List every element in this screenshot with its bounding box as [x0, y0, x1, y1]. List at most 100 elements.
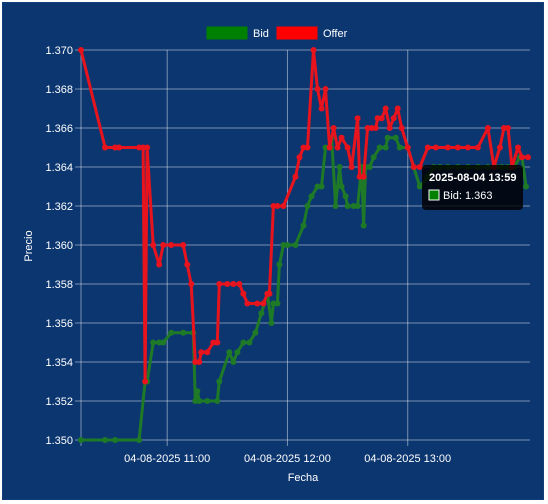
legend-swatch-bid[interactable]: [206, 26, 248, 40]
data-point-bid[interactable]: [136, 437, 143, 443]
data-point-offer[interactable]: [236, 281, 243, 287]
data-point-offer[interactable]: [260, 300, 267, 307]
data-point-offer[interactable]: [444, 144, 451, 151]
data-point-bid[interactable]: [366, 164, 373, 170]
data-point-bid[interactable]: [336, 164, 343, 170]
legend[interactable]: Bid Offer: [206, 26, 348, 40]
data-point-bid[interactable]: [416, 183, 423, 190]
data-point-offer[interactable]: [410, 164, 417, 170]
data-point-bid[interactable]: [230, 359, 237, 365]
data-point-offer[interactable]: [224, 281, 231, 287]
data-point-offer[interactable]: [150, 242, 157, 248]
data-point-offer[interactable]: [360, 173, 367, 180]
data-point-offer[interactable]: [518, 154, 525, 161]
data-point-bid[interactable]: [204, 398, 211, 404]
data-point-bid[interactable]: [78, 437, 84, 443]
data-point-bid[interactable]: [226, 349, 233, 356]
data-point-bid[interactable]: [216, 378, 223, 385]
data-point-offer[interactable]: [184, 261, 191, 268]
data-point-bid[interactable]: [268, 320, 275, 326]
legend-swatch-offer[interactable]: [276, 26, 318, 40]
data-point-offer[interactable]: [102, 144, 109, 151]
legend-label-bid[interactable]: Bid: [253, 28, 269, 40]
data-point-offer[interactable]: [398, 125, 405, 131]
data-point-offer[interactable]: [474, 144, 481, 151]
data-point-offer[interactable]: [326, 144, 333, 151]
data-point-bid[interactable]: [338, 183, 345, 190]
data-point-bid[interactable]: [196, 398, 203, 404]
data-point-offer[interactable]: [254, 300, 261, 307]
data-point-bid[interactable]: [194, 388, 201, 395]
data-point-bid[interactable]: [318, 183, 325, 190]
data-point-offer[interactable]: [372, 125, 379, 131]
data-point-bid[interactable]: [360, 222, 367, 229]
data-point-bid[interactable]: [370, 154, 377, 161]
data-point-offer[interactable]: [504, 125, 511, 131]
data-point-bid[interactable]: [112, 437, 119, 443]
data-point-offer[interactable]: [230, 281, 237, 287]
data-point-offer[interactable]: [348, 164, 355, 170]
data-point-offer[interactable]: [394, 105, 401, 112]
data-point-bid[interactable]: [252, 329, 259, 336]
data-point-offer[interactable]: [354, 115, 361, 122]
data-point-bid[interactable]: [292, 242, 299, 248]
data-point-offer[interactable]: [322, 86, 329, 92]
data-point-offer[interactable]: [214, 339, 221, 346]
data-point-offer[interactable]: [296, 154, 303, 161]
data-point-offer[interactable]: [244, 300, 251, 307]
data-point-offer[interactable]: [240, 290, 247, 297]
data-point-offer[interactable]: [454, 144, 461, 151]
legend-label-offer[interactable]: Offer: [323, 28, 348, 40]
data-point-bid[interactable]: [214, 398, 221, 404]
data-point-bid[interactable]: [274, 300, 281, 307]
data-point-offer[interactable]: [314, 86, 321, 92]
data-point-bid[interactable]: [240, 339, 247, 346]
data-point-bid[interactable]: [284, 242, 291, 248]
data-point-offer[interactable]: [334, 144, 341, 151]
data-point-bid[interactable]: [392, 134, 399, 141]
data-point-offer[interactable]: [390, 115, 397, 122]
data-point-bid[interactable]: [342, 193, 349, 200]
data-point-offer[interactable]: [304, 144, 311, 151]
data-point-offer[interactable]: [464, 144, 471, 151]
data-point-offer[interactable]: [142, 378, 149, 385]
data-point-bid[interactable]: [396, 144, 403, 151]
data-point-bid[interactable]: [276, 261, 283, 268]
data-point-offer[interactable]: [292, 173, 299, 180]
data-point-offer[interactable]: [382, 105, 389, 112]
data-point-offer[interactable]: [216, 281, 223, 287]
data-point-offer[interactable]: [378, 115, 385, 122]
data-point-offer[interactable]: [144, 144, 151, 151]
data-point-offer[interactable]: [524, 154, 531, 161]
data-point-offer[interactable]: [188, 281, 195, 287]
data-point-offer[interactable]: [180, 242, 187, 248]
data-point-offer[interactable]: [318, 105, 325, 112]
data-point-bid[interactable]: [102, 437, 109, 443]
data-point-bid[interactable]: [258, 310, 265, 317]
data-point-bid[interactable]: [234, 349, 241, 356]
data-point-offer[interactable]: [330, 125, 337, 131]
data-point-offer[interactable]: [496, 144, 503, 151]
data-point-offer[interactable]: [198, 349, 205, 356]
data-point-offer[interactable]: [310, 47, 317, 53]
data-point-bid[interactable]: [246, 339, 253, 346]
data-point-offer[interactable]: [156, 261, 163, 268]
data-point-bid[interactable]: [522, 183, 529, 190]
data-point-offer[interactable]: [204, 349, 211, 356]
data-point-offer[interactable]: [484, 125, 491, 131]
data-point-bid[interactable]: [150, 339, 157, 346]
data-point-offer[interactable]: [78, 47, 84, 53]
data-point-bid[interactable]: [180, 329, 187, 336]
data-point-bid[interactable]: [344, 203, 351, 209]
data-point-offer[interactable]: [416, 164, 423, 170]
data-point-offer[interactable]: [280, 203, 287, 209]
data-point-bid[interactable]: [384, 134, 391, 141]
data-point-offer[interactable]: [432, 144, 439, 151]
data-point-bid[interactable]: [354, 203, 361, 209]
data-point-offer[interactable]: [168, 242, 175, 248]
data-point-bid[interactable]: [376, 144, 383, 151]
data-point-offer[interactable]: [344, 144, 351, 151]
data-point-bid[interactable]: [308, 193, 315, 200]
data-point-bid[interactable]: [382, 144, 389, 151]
data-point-bid[interactable]: [160, 339, 167, 346]
